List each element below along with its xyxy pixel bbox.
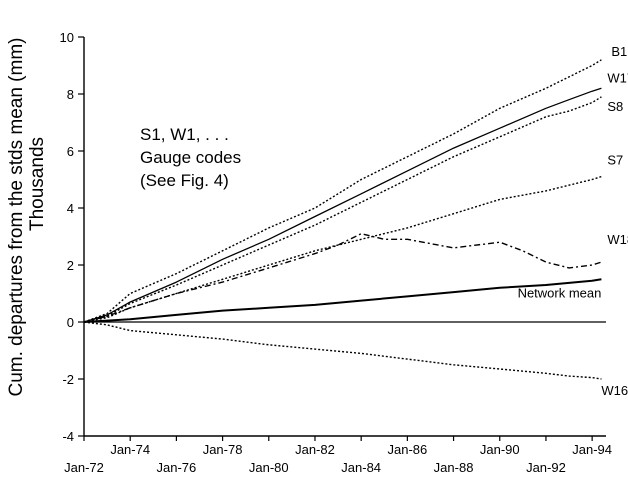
- y-axis-title-line1: Cum. departures from the stds mean (mm): [6, 38, 27, 397]
- series-line-b1: [83, 59, 602, 323]
- series-label-s7: S7: [607, 153, 623, 168]
- x-tick-label-lower: Jan-72: [64, 460, 104, 475]
- annotation-gauge-line1: S1, W1, . . .: [140, 125, 229, 144]
- annotation-gauge-line3: (See Fig. 4): [140, 171, 229, 190]
- y-tick-label: -4: [62, 429, 74, 444]
- y-tick-label: 10: [60, 30, 74, 45]
- y-tick-label: -2: [62, 372, 74, 387]
- series-line-network-mean: [83, 278, 602, 323]
- x-tick-label-upper: Jan-86: [387, 442, 427, 457]
- series-label-w18: W18: [607, 232, 628, 247]
- axes: -4 -2 0 2 4 6 8 10 Jan-74 Jan-78 Jan-82 Jan-86 Jan-9…: [60, 30, 612, 475]
- x-tick-label-lower: Jan-88: [434, 460, 474, 475]
- series-line-s7: [83, 175, 602, 323]
- series-line-w17: [83, 87, 602, 323]
- x-tick-label-upper: Jan-90: [480, 442, 520, 457]
- x-tick-label-upper: Jan-74: [110, 442, 150, 457]
- y-tick-label: 6: [67, 144, 74, 159]
- x-tick-label-lower: Jan-84: [341, 460, 381, 475]
- x-tick-label-upper: Jan-94: [572, 442, 612, 457]
- x-tick-label-lower: Jan-76: [157, 460, 197, 475]
- series-label-b1: B1: [611, 44, 627, 59]
- y-tick-label: 0: [67, 315, 74, 330]
- annotation-gauge-line2: Gauge codes: [140, 148, 241, 167]
- series-layer: [83, 59, 602, 380]
- y-tick-label: 2: [67, 258, 74, 273]
- series-line-w16: [83, 321, 602, 380]
- y-axis-title-line2: Thousands: [27, 137, 48, 231]
- series-line-s8: [83, 96, 602, 323]
- x-tick-label-upper: Jan-78: [203, 442, 243, 457]
- x-tick-label-upper: Jan-82: [295, 442, 335, 457]
- series-label-network-mean: Network mean: [518, 285, 602, 300]
- series-line-w18: [83, 233, 602, 323]
- y-tick-label: 8: [67, 87, 74, 102]
- series-label-w17: W17: [607, 70, 628, 85]
- series-label-w16: W16: [601, 383, 628, 398]
- x-tick-label-lower: Jan-92: [526, 460, 566, 475]
- series-label-s8: S8: [607, 99, 623, 114]
- labels-layer: B1 W17 S8 S7 W18 Network mean W16: [518, 44, 628, 398]
- y-tick-label: 4: [67, 201, 74, 216]
- x-tick-label-lower: Jan-80: [249, 460, 289, 475]
